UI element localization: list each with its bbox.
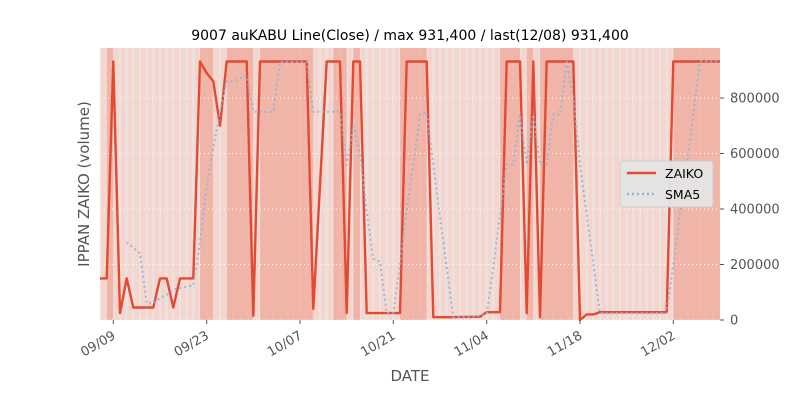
day-band	[461, 48, 466, 320]
x-tick-label: 09/23	[172, 328, 212, 360]
day-band	[214, 48, 219, 320]
x-tick-label: 09/09	[78, 328, 118, 360]
y-tick-label: 0	[730, 314, 738, 329]
day-band	[447, 48, 453, 320]
y-tick-label: 800000	[730, 91, 780, 106]
day-band	[187, 48, 193, 320]
high-period-band	[353, 48, 360, 320]
y-tick-label: 600000	[730, 147, 780, 162]
day-band	[607, 48, 613, 320]
x-tick-label: 11/04	[452, 328, 492, 360]
day-band	[147, 48, 153, 320]
day-band	[381, 48, 386, 320]
day-band	[127, 48, 133, 320]
x-tick-label: 10/07	[265, 328, 305, 360]
legend: ZAIKO SMA5	[619, 160, 714, 208]
y-tick-label: 400000	[730, 202, 780, 217]
day-band	[454, 48, 459, 320]
day-band	[181, 48, 186, 320]
day-band	[327, 48, 333, 320]
y-axis-ticks: 0 200000 400000 600000 800000	[720, 91, 780, 329]
day-band	[314, 48, 319, 320]
day-band	[467, 48, 473, 320]
day-band	[141, 48, 146, 320]
day-band	[474, 48, 479, 320]
x-tick-label: 12/02	[638, 328, 678, 360]
y-tick-label: 200000	[730, 258, 780, 273]
legend-label-zaiko: ZAIKO	[665, 166, 703, 181]
day-band	[487, 48, 493, 320]
day-band	[441, 48, 446, 320]
day-band	[161, 48, 166, 320]
day-band	[374, 48, 379, 320]
day-band	[481, 48, 486, 320]
day-band	[154, 48, 159, 320]
x-tick-label: 11/18	[545, 328, 585, 360]
day-band	[121, 48, 126, 320]
day-band	[594, 48, 599, 320]
x-axis-ticks: 09/09 09/23 10/07 10/21 11/04 11/18 12/02	[78, 320, 678, 360]
day-band	[614, 48, 619, 320]
series-layer	[100, 60, 720, 322]
high-period-band	[260, 48, 314, 320]
y-axis-label: IPPAN ZAIKO (volume)	[75, 101, 93, 267]
high-period-bands	[106, 48, 720, 320]
legend-label-sma5: SMA5	[665, 187, 700, 202]
day-band	[321, 48, 326, 320]
day-band	[494, 48, 499, 320]
day-band	[387, 48, 393, 320]
series-line-sma5	[126, 60, 720, 319]
day-band	[587, 48, 593, 320]
day-band	[394, 48, 399, 320]
day-band	[367, 48, 373, 320]
chart-title: 9007 auKABU Line(Close) / max 931,400 / …	[191, 28, 629, 44]
day-band	[601, 48, 606, 320]
x-axis-label: DATE	[390, 367, 429, 385]
day-band	[167, 48, 173, 320]
high-period-band	[333, 48, 347, 320]
day-band	[221, 48, 226, 320]
x-tick-label: 10/21	[358, 328, 398, 360]
day-band	[101, 48, 106, 320]
day-band	[174, 48, 179, 320]
day-band	[134, 48, 139, 320]
series-line-zaiko	[100, 60, 720, 322]
gridlines	[100, 97, 720, 321]
day-band	[581, 48, 586, 320]
